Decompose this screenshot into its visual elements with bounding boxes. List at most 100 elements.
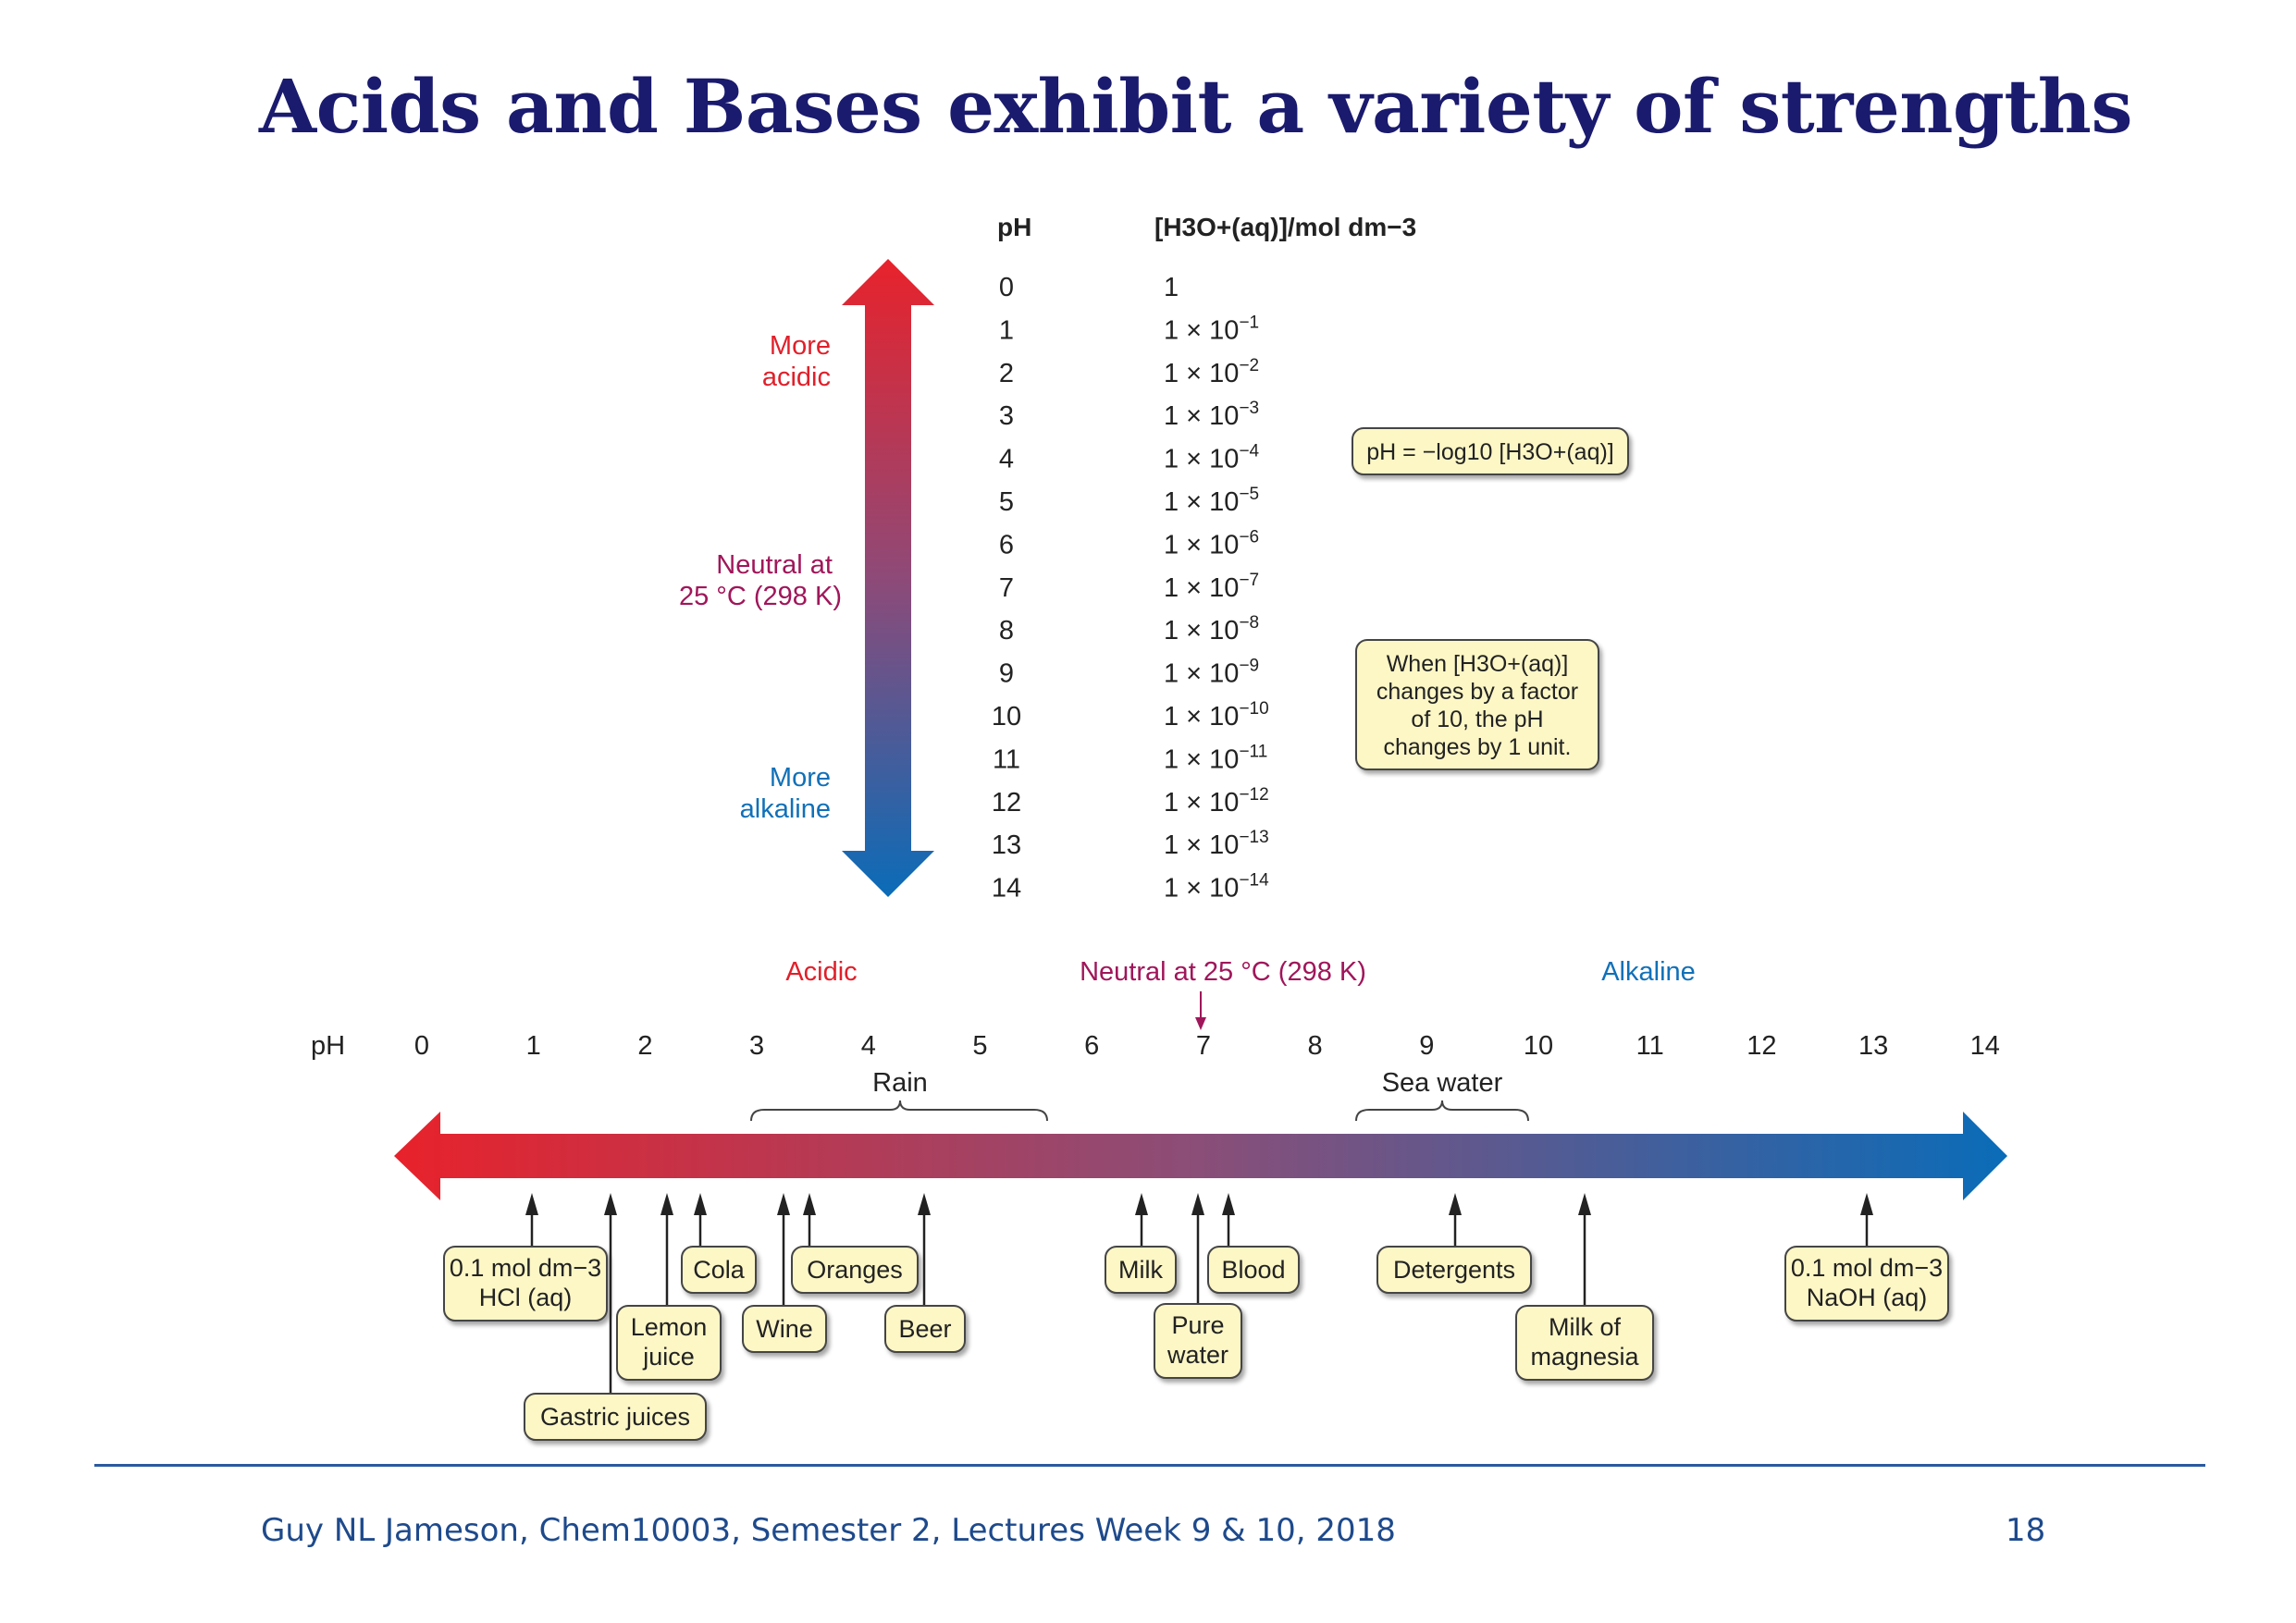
- concentration-exponent: −13: [1239, 828, 1268, 847]
- ph-tick: 3: [749, 1031, 764, 1061]
- ph-tick: 4: [861, 1031, 876, 1061]
- substance-oranges: Oranges: [791, 1193, 919, 1294]
- substance-blood: Blood: [1207, 1193, 1300, 1294]
- concentration-value: 1 × 10−2: [1164, 356, 1259, 388]
- more-acidic-label-2: acidic: [762, 363, 831, 392]
- pointer-arrowhead: [1222, 1193, 1235, 1215]
- ph-value: 11: [993, 744, 1020, 774]
- neutral-marker-arrow: [1195, 991, 1206, 1030]
- pointer-arrowhead: [918, 1193, 931, 1215]
- substance-box: [791, 1246, 919, 1294]
- ph-column-header: pH: [997, 213, 1031, 241]
- ph-value: 0: [999, 273, 1014, 302]
- substance-box: [742, 1305, 827, 1353]
- ph-value: 10: [992, 702, 1021, 732]
- concentration-value: 1 × 10−6: [1164, 527, 1259, 559]
- horizontal-gradient-arrow: [394, 1112, 2007, 1200]
- ph-value: 7: [999, 573, 1014, 603]
- concentration-exponent: −8: [1239, 613, 1259, 633]
- concentration-exponent: −12: [1239, 785, 1268, 805]
- neutral-25c-label: Neutral at 25 °C (298 K): [1080, 957, 1366, 987]
- substance-box: [616, 1305, 722, 1381]
- substance-text: HCl (aq): [479, 1284, 573, 1311]
- substance-box: [1376, 1246, 1532, 1294]
- more-acidic-label-1: More: [770, 331, 831, 361]
- concentration-exponent: −5: [1239, 485, 1259, 504]
- rain-brace: [750, 1100, 1048, 1122]
- substance-text: Gastric juices: [540, 1403, 690, 1431]
- ph-value: 13: [992, 830, 1021, 860]
- note-line-2: changes by a factor: [1376, 679, 1578, 705]
- formula-text: pH = −log10 [H3O+(aq)]: [1366, 439, 1614, 465]
- ph-tick: 9: [1419, 1031, 1434, 1061]
- concentration-value: 1 × 10−4: [1164, 442, 1260, 474]
- substance-box: [1784, 1246, 1949, 1322]
- neutral-label-1: Neutral at: [716, 550, 833, 580]
- substance-gastric-juices: Gastric juices: [524, 1193, 707, 1441]
- substance-box: [524, 1393, 707, 1441]
- ph-tick-labels: 0 1 2 3 4 5 6 7 8 9 10 11 12 13 14: [414, 1031, 2000, 1061]
- slide-title: Acids and Bases exhibit a variety of str…: [259, 63, 2133, 150]
- substance-text: Pure: [1171, 1311, 1224, 1339]
- concentration-exponent: −7: [1239, 571, 1259, 590]
- note-box: When [H3O+(aq)] changes by a factor of 1…: [1355, 639, 1599, 770]
- substance-text: Blood: [1221, 1256, 1285, 1284]
- ph-value: 12: [992, 788, 1021, 818]
- footer-citation: Guy NL Jameson, Chem10003, Semester 2, L…: [261, 1512, 1396, 1549]
- substance-box: [1515, 1305, 1654, 1381]
- concentration-exponent: −2: [1239, 356, 1259, 375]
- ph-value: 14: [992, 874, 1021, 904]
- ph-value: 8: [999, 616, 1014, 646]
- substance-text: magnesia: [1530, 1343, 1639, 1371]
- pointer-arrowhead: [525, 1193, 538, 1215]
- note-line-4: changes by 1 unit.: [1384, 734, 1572, 760]
- substance-wine: Wine: [742, 1193, 827, 1353]
- neutral-label-2: 25 °C (298 K): [679, 582, 842, 611]
- ph-concentration-table: 0 11 1 × 10−12 1 × 10−23 1 × 10−34 1 × 10−45 1…: [992, 273, 1269, 904]
- pointer-arrowhead: [1578, 1193, 1591, 1215]
- note-line-3: of 10, the pH: [1411, 707, 1543, 732]
- concentration-value: 1 × 10−11: [1164, 742, 1267, 774]
- pointer-arrowhead: [1860, 1193, 1873, 1215]
- substance-text: Milk: [1118, 1256, 1163, 1284]
- concentration-value: 1 × 10−7: [1164, 571, 1259, 603]
- concentration-exponent: −3: [1239, 399, 1259, 418]
- substance-text: Milk of: [1549, 1313, 1622, 1341]
- concentration-value: 1 × 10−8: [1164, 613, 1259, 646]
- formula-box: pH = −log10 [H3O+(aq)]: [1352, 427, 1629, 475]
- pointer-arrowhead: [803, 1193, 816, 1215]
- pointer-arrowhead: [604, 1193, 617, 1215]
- substance-text: Lemon: [631, 1313, 708, 1341]
- horizontal-ph-label: pH: [311, 1031, 345, 1061]
- pointer-arrowhead: [694, 1193, 707, 1215]
- ph-tick: 8: [1308, 1031, 1323, 1061]
- ph-tick: 0: [414, 1031, 429, 1061]
- substance-box: [1207, 1246, 1300, 1294]
- concentration-exponent: −1: [1239, 313, 1259, 332]
- substance-text: Cola: [693, 1256, 746, 1284]
- rain-label: Rain: [872, 1068, 928, 1098]
- substance-text: 0.1 mol dm−3: [1791, 1254, 1943, 1282]
- ph-tick: 11: [1636, 1031, 1664, 1061]
- substance-text: 0.1 mol dm−3: [450, 1254, 601, 1282]
- substance-beer: Beer: [884, 1193, 966, 1353]
- ph-tick: 12: [1747, 1031, 1776, 1061]
- concentration-value: 1 × 10−10: [1164, 699, 1269, 732]
- more-alkaline-label-1: More: [770, 763, 831, 793]
- substance-box: [443, 1246, 608, 1322]
- ph-tick: 6: [1084, 1031, 1099, 1061]
- substance-text: Detergents: [1393, 1256, 1515, 1284]
- concentration-value: 1 × 10−5: [1164, 485, 1259, 517]
- concentration-exponent: −6: [1239, 527, 1259, 547]
- substance-box: [1105, 1246, 1177, 1294]
- concentration-value: 1 × 10−12: [1164, 785, 1269, 818]
- concentration-exponent: −11: [1239, 742, 1267, 761]
- concentration-value: 1 × 10−3: [1164, 399, 1259, 431]
- ph-value: 9: [999, 659, 1014, 689]
- concentration-value: 1 × 10−1: [1164, 313, 1259, 345]
- ph-value: 4: [999, 445, 1014, 474]
